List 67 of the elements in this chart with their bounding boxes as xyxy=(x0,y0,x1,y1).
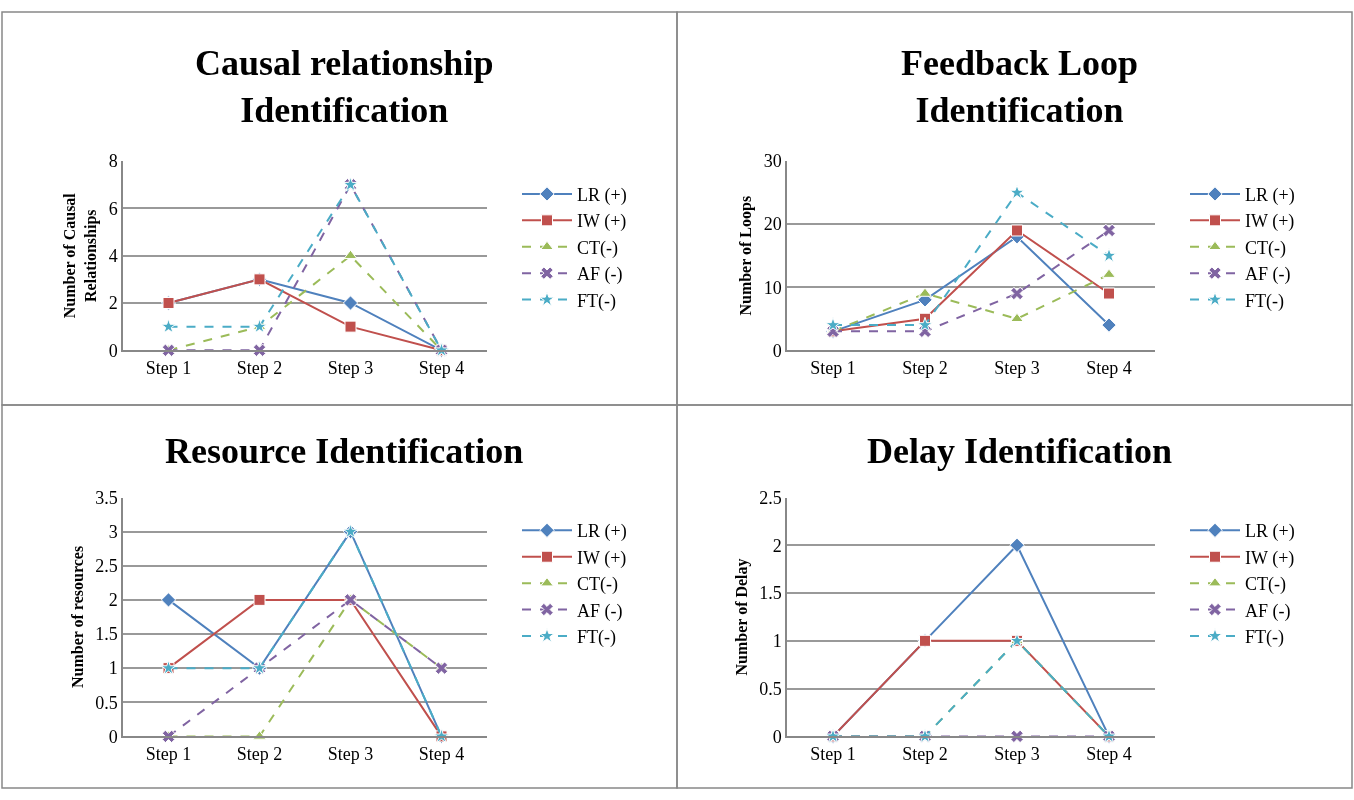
legend-label: IW (+) xyxy=(1245,547,1295,569)
y-tick-label: 0 xyxy=(108,340,118,361)
x-tick-label: Step 3 xyxy=(327,743,374,764)
legend-label: LR (+) xyxy=(577,184,627,206)
x-tick-label: Step 1 xyxy=(145,357,192,378)
y-tick-label: 3 xyxy=(108,521,118,542)
y-tick-label: 0.5 xyxy=(95,692,118,713)
legend-label: AF (-) xyxy=(1245,600,1291,622)
y-tick-label: 1 xyxy=(108,658,118,679)
legend-label: LR (+) xyxy=(1245,521,1295,543)
x-tick-label: Step 3 xyxy=(994,743,1040,764)
legend-label: AF (-) xyxy=(577,264,623,286)
y-tick-label: 2 xyxy=(108,293,118,314)
x-tick-label: Step 2 xyxy=(236,743,283,764)
chart-title: Feedback Loop Identification xyxy=(901,43,1139,130)
legend-label: FT(-) xyxy=(577,626,616,648)
legend-label: IW (+) xyxy=(577,547,627,569)
x-tick-label: Step 2 xyxy=(902,743,948,764)
chart-title: Delay Identification xyxy=(867,431,1172,471)
y-tick-label: 2 xyxy=(772,535,782,556)
y-tick-label: 30 xyxy=(763,151,782,172)
x-tick-label: Step 3 xyxy=(327,357,374,378)
y-tick-label: 2.5 xyxy=(759,487,782,508)
x-tick-label: Step 4 xyxy=(1086,357,1132,378)
legend-label: FT(-) xyxy=(1245,626,1284,648)
legend-label: IW (+) xyxy=(577,211,627,233)
x-tick-label: Step 4 xyxy=(418,743,465,764)
y-tick-label: 0.5 xyxy=(759,678,782,699)
y-axis-title: Number of Delay xyxy=(732,558,751,676)
y-tick-label: 8 xyxy=(108,151,118,172)
x-tick-label: Step 1 xyxy=(145,743,192,764)
x-tick-label: Step 2 xyxy=(902,357,948,378)
y-tick-label: 20 xyxy=(763,214,782,235)
y-tick-label: 1 xyxy=(772,631,782,652)
legend-label: CT(-) xyxy=(577,237,618,259)
chart-title: Causal relationship Identification xyxy=(195,43,494,130)
x-tick-label: Step 4 xyxy=(1086,743,1132,764)
y-tick-label: 2 xyxy=(108,590,118,611)
y-axis-title: Number of Loops xyxy=(737,195,756,316)
legend-label: CT(-) xyxy=(1245,574,1286,596)
x-tick-label: Step 1 xyxy=(810,357,856,378)
y-tick-label: 6 xyxy=(108,198,118,219)
legend-label: CT(-) xyxy=(1245,237,1286,259)
legend-label: FT(-) xyxy=(1245,290,1284,312)
chart-title: Resource Identification xyxy=(165,431,524,471)
legend-label: CT(-) xyxy=(577,574,618,596)
y-tick-label: 1.5 xyxy=(759,583,782,604)
y-tick-label: 10 xyxy=(763,277,782,298)
legend-label: LR (+) xyxy=(1245,184,1295,206)
legend-label: IW (+) xyxy=(1245,211,1295,233)
y-axis-title: Number of resources xyxy=(68,545,86,689)
legend-label: FT(-) xyxy=(577,290,616,312)
x-tick-label: Step 4 xyxy=(418,357,465,378)
y-tick-label: 0 xyxy=(772,726,782,747)
x-tick-label: Step 2 xyxy=(236,357,283,378)
legend-label: AF (-) xyxy=(577,600,623,622)
y-tick-label: 0 xyxy=(108,726,118,747)
legend-label: LR (+) xyxy=(577,521,627,543)
y-tick-label: 1.5 xyxy=(95,624,118,645)
y-tick-label: 2.5 xyxy=(95,556,118,577)
legend-label: AF (-) xyxy=(1245,264,1291,286)
y-axis-title: Number of Causal Relationships xyxy=(61,192,101,319)
x-tick-label: Step 3 xyxy=(994,357,1040,378)
y-tick-label: 0 xyxy=(772,340,782,361)
y-tick-label: 3.5 xyxy=(95,487,118,508)
x-tick-label: Step 1 xyxy=(810,743,856,764)
y-tick-label: 4 xyxy=(108,246,118,267)
